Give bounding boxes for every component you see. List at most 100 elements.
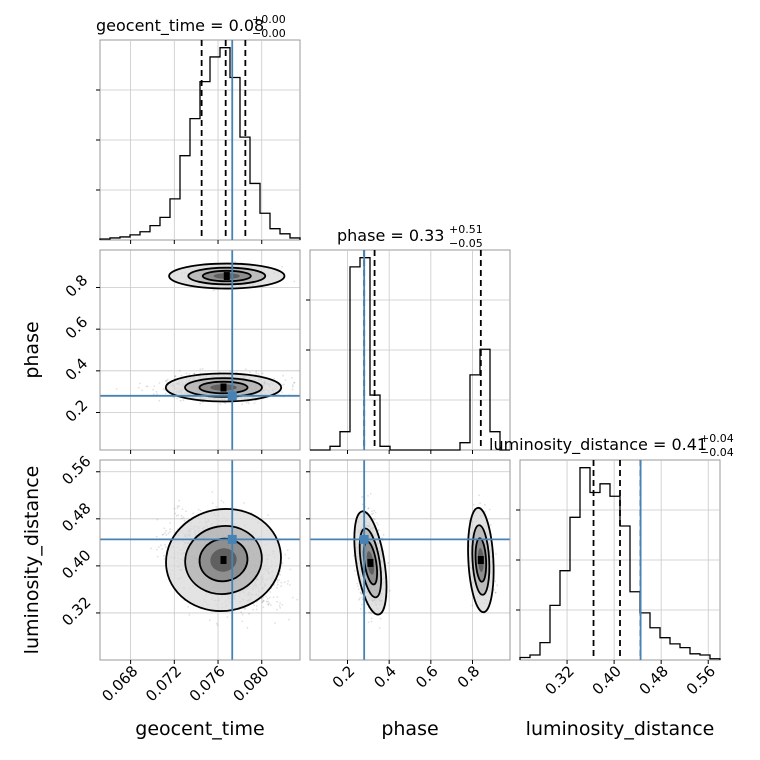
sample-point (241, 403, 244, 406)
panel-phase-vs-phase (306, 249, 511, 454)
sample-point (164, 392, 167, 395)
sample-point (185, 372, 188, 375)
sample-point (240, 611, 243, 613)
sample-point (488, 508, 491, 511)
sample-point (182, 516, 185, 519)
panel-geocent_time-vs-geocent_time (96, 39, 301, 244)
sample-point (178, 499, 181, 502)
sample-point (249, 371, 251, 373)
sample-point (273, 377, 276, 380)
sample-point (252, 608, 255, 611)
sample-point (291, 596, 294, 599)
sample-point (280, 585, 283, 588)
sample-point (211, 502, 214, 504)
sample-point (229, 370, 232, 373)
sample-point (199, 509, 202, 512)
sample-point (275, 586, 278, 589)
sample-point (267, 604, 270, 606)
sample-point (293, 381, 295, 384)
sample-point (484, 504, 486, 506)
sample-point (496, 584, 499, 587)
sample-point (370, 620, 373, 623)
sample-point (192, 512, 195, 515)
sample-point (162, 533, 165, 536)
sample-point (193, 372, 196, 375)
contour-line (164, 372, 283, 403)
sample-point (156, 518, 159, 521)
sample-point (156, 548, 158, 551)
sample-point (153, 385, 156, 387)
sample-point (199, 402, 202, 405)
density-peak (223, 272, 230, 281)
sample-point (156, 393, 158, 396)
sample-point (167, 532, 170, 535)
sample-point (166, 378, 169, 381)
sample-point (361, 596, 364, 599)
sample-point (369, 493, 372, 495)
sample-point (282, 374, 284, 377)
sample-point (158, 399, 161, 402)
sample-point (284, 379, 287, 381)
sample-point (287, 580, 289, 583)
sample-point (361, 496, 363, 498)
contour-line (198, 380, 249, 395)
sample-point (276, 583, 279, 586)
sample-point (276, 608, 278, 611)
sample-point (292, 384, 294, 386)
sample-point (261, 372, 264, 375)
sample-point (357, 588, 360, 591)
sample-point (165, 380, 168, 382)
sample-point (224, 402, 227, 405)
truth-marker (227, 534, 237, 544)
sample-point (150, 547, 152, 550)
sample-point (176, 507, 179, 509)
sample-point (361, 503, 364, 506)
sample-point (284, 553, 287, 556)
corner-panels: 0.068 0.072 0.076 0.080 0.2 0.4 0.6 0.8 0.32 0.40… (58, 39, 721, 705)
sample-point (175, 514, 178, 517)
sample-point (226, 616, 229, 618)
sample-point (146, 385, 149, 388)
sample-point (279, 602, 281, 604)
sample-point (222, 501, 225, 504)
sample-point (265, 595, 267, 598)
sample-point (282, 383, 285, 386)
sample-point (262, 596, 264, 599)
sample-point (163, 554, 165, 557)
sample-point (187, 605, 190, 608)
sample-point (199, 368, 202, 371)
sample-point (174, 375, 177, 378)
sample-point (296, 598, 299, 601)
panel-luminosity_distance-vs-phase (306, 459, 511, 664)
sample-point (152, 388, 155, 391)
sample-point (265, 600, 268, 603)
sample-point (201, 401, 204, 403)
sample-point (145, 385, 148, 388)
sample-point (276, 579, 279, 581)
sample-point (478, 494, 480, 497)
sample-point (201, 367, 204, 370)
sample-point (215, 506, 218, 508)
sample-point (286, 549, 289, 552)
sample-point (141, 389, 143, 392)
panel-phase-vs-geocent_time (96, 249, 301, 454)
sample-point (372, 517, 375, 520)
sample-point (156, 555, 159, 558)
sample-point (291, 377, 293, 379)
sample-point (157, 546, 160, 548)
sample-point (243, 502, 245, 504)
sample-point (279, 606, 282, 609)
sample-point (276, 581, 279, 584)
contour-line (184, 377, 263, 398)
sample-point (163, 527, 166, 530)
sample-point (241, 613, 244, 616)
sample-point (255, 370, 258, 373)
sample-point (267, 600, 269, 603)
sample-point (279, 573, 281, 576)
sample-point (253, 402, 256, 404)
sample-point (161, 548, 163, 550)
density-peak (220, 383, 227, 392)
sample-point (278, 604, 281, 607)
sample-point (173, 507, 176, 510)
